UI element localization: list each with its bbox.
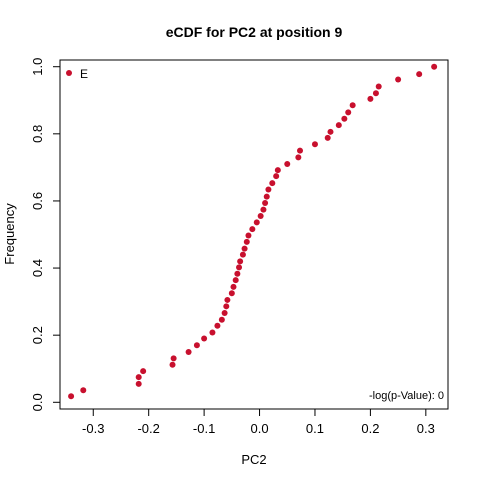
- y-tick-label: 1.0: [30, 58, 45, 76]
- x-tick-label: 0.1: [306, 421, 324, 436]
- data-point: [345, 109, 351, 115]
- data-point: [269, 180, 275, 186]
- data-point: [258, 213, 264, 219]
- data-point: [336, 122, 342, 128]
- x-tick-label: -0.2: [137, 421, 159, 436]
- data-point: [214, 323, 220, 329]
- data-point: [262, 200, 268, 206]
- x-tick-label: -0.3: [82, 421, 104, 436]
- data-point: [201, 336, 207, 342]
- x-tick-label: 0.2: [361, 421, 379, 436]
- data-point: [297, 148, 303, 154]
- data-point: [350, 102, 356, 108]
- data-point: [264, 194, 270, 200]
- data-point: [234, 271, 240, 277]
- data-point: [416, 71, 422, 77]
- data-point: [219, 317, 225, 323]
- x-axis: -0.3 -0.2 -0.1 0.0 0.1 0.2 0.3: [82, 409, 435, 436]
- data-point: [222, 310, 228, 316]
- data-point: [136, 381, 142, 387]
- x-tick-label: 0.3: [417, 421, 435, 436]
- data-point: [230, 284, 236, 290]
- y-tick-label: 0.4: [30, 259, 45, 277]
- y-axis-label: Frequency: [2, 203, 17, 265]
- data-point: [194, 342, 200, 348]
- data-point: [312, 141, 318, 147]
- data-point: [80, 387, 86, 393]
- data-point: [223, 303, 229, 309]
- data-point: [265, 187, 271, 193]
- data-point: [325, 135, 331, 141]
- data-point: [186, 349, 192, 355]
- data-point: [240, 252, 246, 258]
- x-tick-label: 0.0: [251, 421, 269, 436]
- data-point: [284, 161, 290, 167]
- legend-label: E: [80, 67, 88, 81]
- data-point: [275, 167, 281, 173]
- data-point: [68, 393, 74, 399]
- x-axis-label: PC2: [241, 452, 266, 467]
- plot-frame: [60, 60, 448, 409]
- data-point: [229, 290, 235, 296]
- data-point: [209, 329, 215, 335]
- y-tick-label: 0.8: [30, 125, 45, 143]
- data-point: [367, 96, 373, 102]
- data-point: [395, 76, 401, 82]
- data-point: [245, 233, 251, 239]
- y-tick-label: 0.6: [30, 192, 45, 210]
- y-tick-label: 0.2: [30, 326, 45, 344]
- data-point: [236, 264, 242, 270]
- legend: E: [66, 67, 88, 81]
- data-point: [341, 116, 347, 122]
- data-point: [244, 239, 250, 245]
- data-point: [136, 374, 142, 380]
- legend-marker: [66, 70, 72, 76]
- data-points: [68, 64, 437, 400]
- y-tick-label: 0.0: [30, 393, 45, 411]
- data-point: [254, 219, 260, 225]
- p-value-annotation: -log(p-Value): 0: [369, 390, 444, 402]
- data-point: [140, 368, 146, 374]
- data-point: [376, 84, 382, 90]
- data-point: [237, 258, 243, 264]
- data-point: [249, 226, 255, 232]
- data-point: [170, 362, 176, 368]
- y-axis: 0.0 0.2 0.4 0.6 0.8 1.0: [30, 58, 60, 412]
- data-point: [171, 355, 177, 361]
- data-point: [273, 173, 279, 179]
- data-point: [327, 129, 333, 135]
- data-point: [233, 277, 239, 283]
- data-point: [431, 64, 437, 70]
- data-point: [295, 154, 301, 160]
- data-point: [224, 297, 230, 303]
- x-tick-label: -0.1: [193, 421, 215, 436]
- data-point: [260, 207, 266, 213]
- data-point: [373, 90, 379, 96]
- chart-title: eCDF for PC2 at position 9: [166, 24, 343, 40]
- data-point: [242, 246, 248, 252]
